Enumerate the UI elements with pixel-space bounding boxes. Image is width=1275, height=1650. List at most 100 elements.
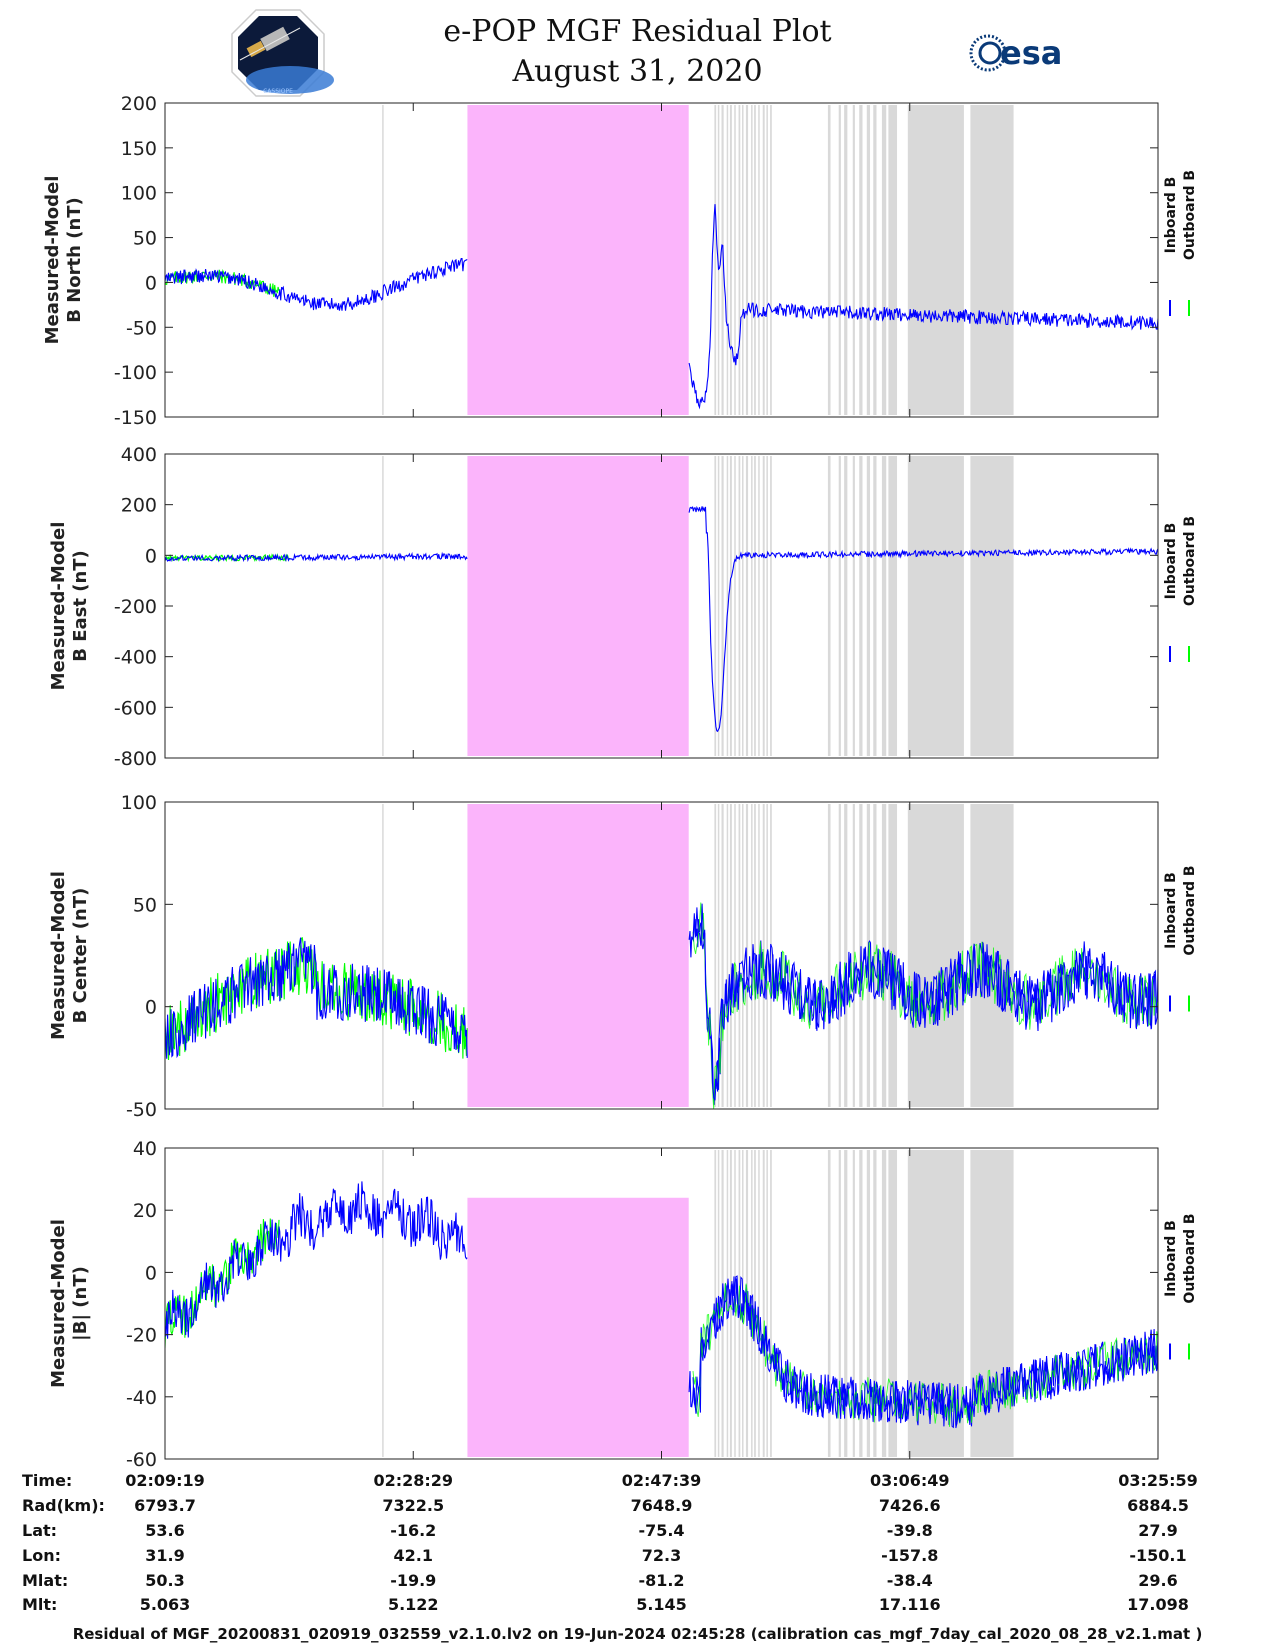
info-cell: 17.098 [1127, 1595, 1189, 1614]
info-row-label: Time: [22, 1471, 72, 1490]
flag-band [721, 456, 724, 756]
flag-band [881, 105, 887, 415]
flag-band [844, 456, 848, 756]
info-cell: -75.4 [638, 1521, 684, 1540]
flag-band [859, 1150, 863, 1457]
flag-band [726, 456, 729, 756]
info-cell: 72.3 [642, 1546, 681, 1565]
flag-band [907, 804, 964, 1107]
legend-outboard-label: Outboard B [1182, 1213, 1198, 1303]
flag-band [717, 804, 720, 1107]
chart-subtitle: August 31, 2020 [512, 54, 763, 89]
flag-band [838, 1150, 841, 1457]
y-axis-label: Measured-ModelB North (nT) [42, 176, 85, 345]
legend-inboard-label: Inboard B [1163, 177, 1179, 254]
flag-band [738, 804, 741, 1107]
plot-panel-4: 40 20 0 -20 -40 -60 Measured-Model|B| (nT) Inbo… [48, 1138, 1198, 1471]
flag-band [738, 105, 741, 415]
flag-band [827, 456, 831, 756]
plot-area [165, 105, 1158, 415]
flag-band [758, 456, 760, 756]
flag-band [866, 456, 871, 756]
flag-band [827, 1150, 831, 1457]
flag-band [770, 804, 772, 1107]
info-cell: -16.2 [390, 1521, 436, 1540]
flag-band [852, 105, 855, 415]
data-gap-mask [467, 456, 689, 756]
flag-band [726, 804, 729, 1107]
flag-band [844, 105, 848, 415]
flag-line [382, 1150, 384, 1457]
flag-band [970, 1150, 1014, 1457]
flag-band [852, 456, 855, 756]
flag-band [745, 804, 749, 1107]
flag-band [758, 1150, 760, 1457]
flag-band [888, 105, 898, 415]
info-row-label: Mlat: [22, 1571, 68, 1590]
y-tick-label: -150 [114, 407, 157, 429]
y-axis-label: Measured-ModelB East (nT) [48, 522, 91, 691]
flag-band [907, 105, 964, 415]
info-cell: 6884.5 [1127, 1496, 1189, 1515]
flag-band [859, 456, 863, 756]
flag-band [726, 105, 729, 415]
flag-band [754, 105, 756, 415]
flag-band [729, 804, 732, 1107]
y-tick-label: 0 [145, 997, 157, 1019]
series-inboard-b-post [692, 903, 1158, 1101]
info-cell: 5.122 [388, 1595, 439, 1614]
info-row-label: Rad(km): [22, 1496, 105, 1515]
flag-band [751, 105, 753, 415]
y-tick-label: 50 [133, 894, 157, 916]
flag-band [729, 105, 732, 415]
flag-band [751, 804, 753, 1107]
y-tick-label: 0 [145, 272, 157, 294]
info-cell: 03:25:59 [1118, 1471, 1198, 1490]
flag-band [873, 804, 877, 1107]
info-cell: 02:47:39 [622, 1471, 702, 1490]
flag-band [754, 456, 756, 756]
flag-band [726, 1150, 729, 1457]
y-tick-label: 150 [121, 138, 157, 160]
info-cell: 31.9 [145, 1546, 184, 1565]
file-footer: Residual of MGF_20200831_020919_032559_v… [72, 1625, 1203, 1643]
y-axis-label: Measured-ModelB Center (nT) [48, 871, 91, 1040]
flag-band [742, 804, 744, 1107]
info-cell: -150.1 [1129, 1546, 1186, 1565]
flag-band [742, 105, 744, 415]
esa-logo-text: esa [1000, 34, 1062, 72]
info-cell: 53.6 [145, 1521, 184, 1540]
info-cell: 29.6 [1138, 1571, 1177, 1590]
flag-band [738, 456, 741, 756]
flag-band [859, 105, 863, 415]
info-cell: 42.1 [394, 1546, 433, 1565]
flag-band [721, 804, 724, 1107]
flag-band [717, 456, 720, 756]
y-tick-label: -50 [126, 317, 157, 339]
flag-band [734, 804, 736, 1107]
flag-band [762, 105, 765, 415]
y-tick-label: -100 [114, 362, 157, 384]
data-gap-mask [467, 804, 689, 1107]
flag-band [970, 456, 1014, 756]
plot-area [165, 1150, 1158, 1457]
flag-band [714, 456, 717, 756]
cassiope-logo-text: CASSIOPE [263, 88, 293, 95]
flag-band [745, 105, 749, 415]
series-inboard-b-post [692, 1275, 1158, 1429]
flag-band [970, 105, 1014, 415]
legend-outboard-label: Outboard B [1182, 170, 1198, 260]
flag-band [838, 456, 841, 756]
info-cell: 6793.7 [134, 1496, 196, 1515]
legend-outboard-label: Outboard B [1182, 865, 1198, 955]
info-cell: 7426.6 [879, 1496, 941, 1515]
y-tick-label: -40 [126, 1387, 157, 1409]
y-tick-label: 0 [145, 545, 157, 567]
flag-band [873, 105, 877, 415]
flag-band [844, 804, 848, 1107]
y-tick-label: -20 [126, 1325, 157, 1347]
y-tick-label: 200 [121, 495, 157, 517]
info-cell: -38.4 [887, 1571, 933, 1590]
flag-band [766, 456, 768, 756]
